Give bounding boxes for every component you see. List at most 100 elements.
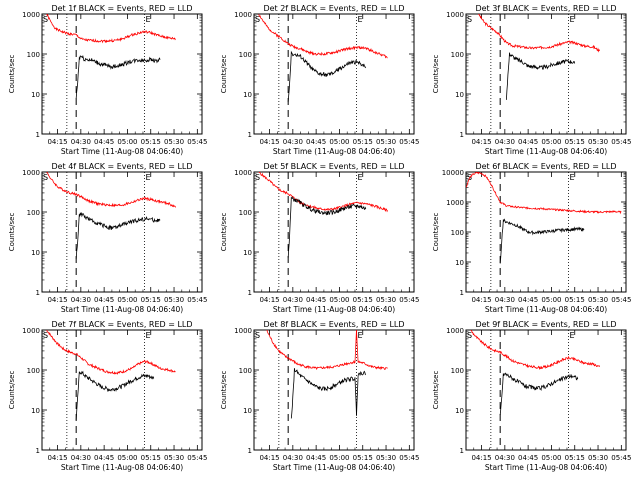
x-tick-label: 05:15 (565, 138, 585, 146)
x-tick-label: 05:00 (329, 454, 349, 462)
y-tick-label: 1000 (446, 11, 464, 19)
panel-title: Det 8f BLACK = Events, RED = LLD (263, 320, 404, 329)
y-tick-label: 10 (243, 249, 252, 257)
x-tick-label: 05:15 (565, 296, 585, 304)
start-marker: S (43, 331, 48, 340)
plot-frame (253, 171, 415, 293)
y-tick-label: 1000 (234, 327, 252, 335)
y-tick-label: 100 (27, 209, 40, 217)
panel-det-9f: Det 9f BLACK = Events, RED = LLD 1 10 100 10… (432, 320, 631, 472)
events-series-line (499, 218, 585, 264)
x-tick-label: 05:45 (611, 296, 631, 304)
x-tick-label: 05:30 (164, 138, 184, 146)
start-marker: S (255, 15, 260, 24)
plot-frame (41, 171, 203, 293)
x-tick-label: 04:30 (71, 296, 91, 304)
events-series-line (75, 211, 161, 259)
y-tick-label: 10 (455, 407, 464, 415)
x-tick-label: 05:45 (187, 138, 207, 146)
panel-title: Det 2f BLACK = Events, RED = LLD (263, 4, 404, 13)
x-tick-label: 04:15 (47, 296, 67, 304)
events-series-line (287, 196, 367, 258)
end-marker: E (146, 331, 151, 340)
x-tick-label: 05:15 (353, 454, 373, 462)
y-axis-label: Counts/sec (8, 55, 16, 94)
x-tick-label: 04:30 (495, 454, 515, 462)
x-tick-label: 04:30 (495, 138, 515, 146)
x-tick-label: 05:45 (399, 296, 419, 304)
x-tick-label: 05:15 (141, 138, 161, 146)
x-tick-label: 04:15 (259, 454, 279, 462)
y-tick-label: 100 (451, 367, 464, 375)
x-tick-label: 05:00 (117, 454, 137, 462)
x-tick-label: 04:45 (306, 296, 326, 304)
x-tick-label: 05:30 (588, 454, 608, 462)
lld-series-line (46, 330, 176, 375)
panel-det-5f: Det 5f BLACK = Events, RED = LLD 1 10 100 10… (220, 162, 419, 314)
y-tick-label: 1000 (22, 11, 40, 19)
x-tick-label: 04:30 (495, 296, 515, 304)
panel-title: Det 9f BLACK = Events, RED = LLD (475, 320, 616, 329)
y-tick-label: 1000 (446, 327, 464, 335)
end-marker: E (358, 15, 363, 24)
plot-frame (253, 329, 415, 451)
x-tick-label: 05:30 (376, 296, 396, 304)
panel-det-1f: Det 1f BLACK = Events, RED = LLD 1 10 100 10… (8, 4, 207, 156)
panel-title: Det 7f BLACK = Events, RED = LLD (51, 320, 192, 329)
y-tick-label: 1 (248, 447, 252, 455)
x-tick-label: 05:45 (399, 454, 419, 462)
x-axis-label: Start Time (11-Aug-08 04:06:40) (273, 463, 395, 472)
y-axis-label: Counts/sec (220, 213, 228, 252)
x-axis-label: Start Time (11-Aug-08 04:06:40) (61, 305, 183, 314)
y-axis-label: Counts/sec (432, 55, 440, 94)
x-tick-label: 04:15 (47, 138, 67, 146)
x-tick-label: 04:45 (94, 138, 114, 146)
x-tick-label: 05:15 (141, 454, 161, 462)
start-marker: S (255, 331, 260, 340)
y-tick-label: 1 (460, 289, 464, 297)
panel-det-6f: Det 6f BLACK = Events, RED = LLD 1 10 100 10… (432, 162, 631, 314)
panel-det-7f: Det 7f BLACK = Events, RED = LLD 1 10 100 10… (8, 320, 207, 472)
panel-title: Det 6f BLACK = Events, RED = LLD (475, 162, 616, 171)
y-tick-label: 10 (243, 407, 252, 415)
y-tick-label: 1 (36, 289, 40, 297)
events-series-line (499, 372, 579, 415)
x-axis-label: Start Time (11-Aug-08 04:06:40) (273, 305, 395, 314)
x-axis-label: Start Time (11-Aug-08 04:06:40) (485, 463, 607, 472)
x-tick-label: 05:30 (164, 296, 184, 304)
lld-series-line (46, 172, 176, 208)
x-tick-label: 04:15 (259, 296, 279, 304)
x-tick-label: 05:00 (117, 296, 137, 304)
x-tick-label: 05:00 (541, 454, 561, 462)
y-axis-label: Counts/sec (432, 371, 440, 410)
x-tick-label: 04:15 (259, 138, 279, 146)
events-series-line (287, 50, 367, 102)
start-marker: S (43, 173, 48, 182)
y-tick-label: 1 (248, 289, 252, 297)
start-marker: S (467, 15, 472, 24)
x-tick-label: 05:30 (376, 454, 396, 462)
start-marker: S (255, 173, 260, 182)
y-tick-label: 1000 (234, 169, 252, 177)
end-marker: E (570, 331, 575, 340)
events-series-line (290, 368, 367, 419)
x-tick-label: 04:15 (471, 138, 491, 146)
start-marker: S (43, 15, 48, 24)
end-marker: E (570, 15, 575, 24)
x-tick-label: 04:30 (283, 454, 303, 462)
x-tick-label: 05:30 (588, 138, 608, 146)
end-marker: E (358, 331, 363, 340)
panel-det-3f: Det 3f BLACK = Events, RED = LLD 1 10 100 10… (432, 4, 631, 156)
x-axis-label: Start Time (11-Aug-08 04:06:40) (273, 147, 395, 156)
x-tick-label: 05:45 (399, 138, 419, 146)
x-tick-label: 04:45 (94, 454, 114, 462)
y-tick-label: 1 (460, 131, 464, 139)
y-tick-label: 1 (460, 447, 464, 455)
y-tick-label: 100 (239, 367, 252, 375)
x-tick-label: 05:15 (141, 296, 161, 304)
x-tick-label: 04:45 (306, 454, 326, 462)
x-tick-label: 04:45 (518, 296, 538, 304)
x-axis-label: Start Time (11-Aug-08 04:06:40) (61, 463, 183, 472)
x-tick-label: 05:00 (541, 296, 561, 304)
x-tick-label: 04:45 (306, 138, 326, 146)
